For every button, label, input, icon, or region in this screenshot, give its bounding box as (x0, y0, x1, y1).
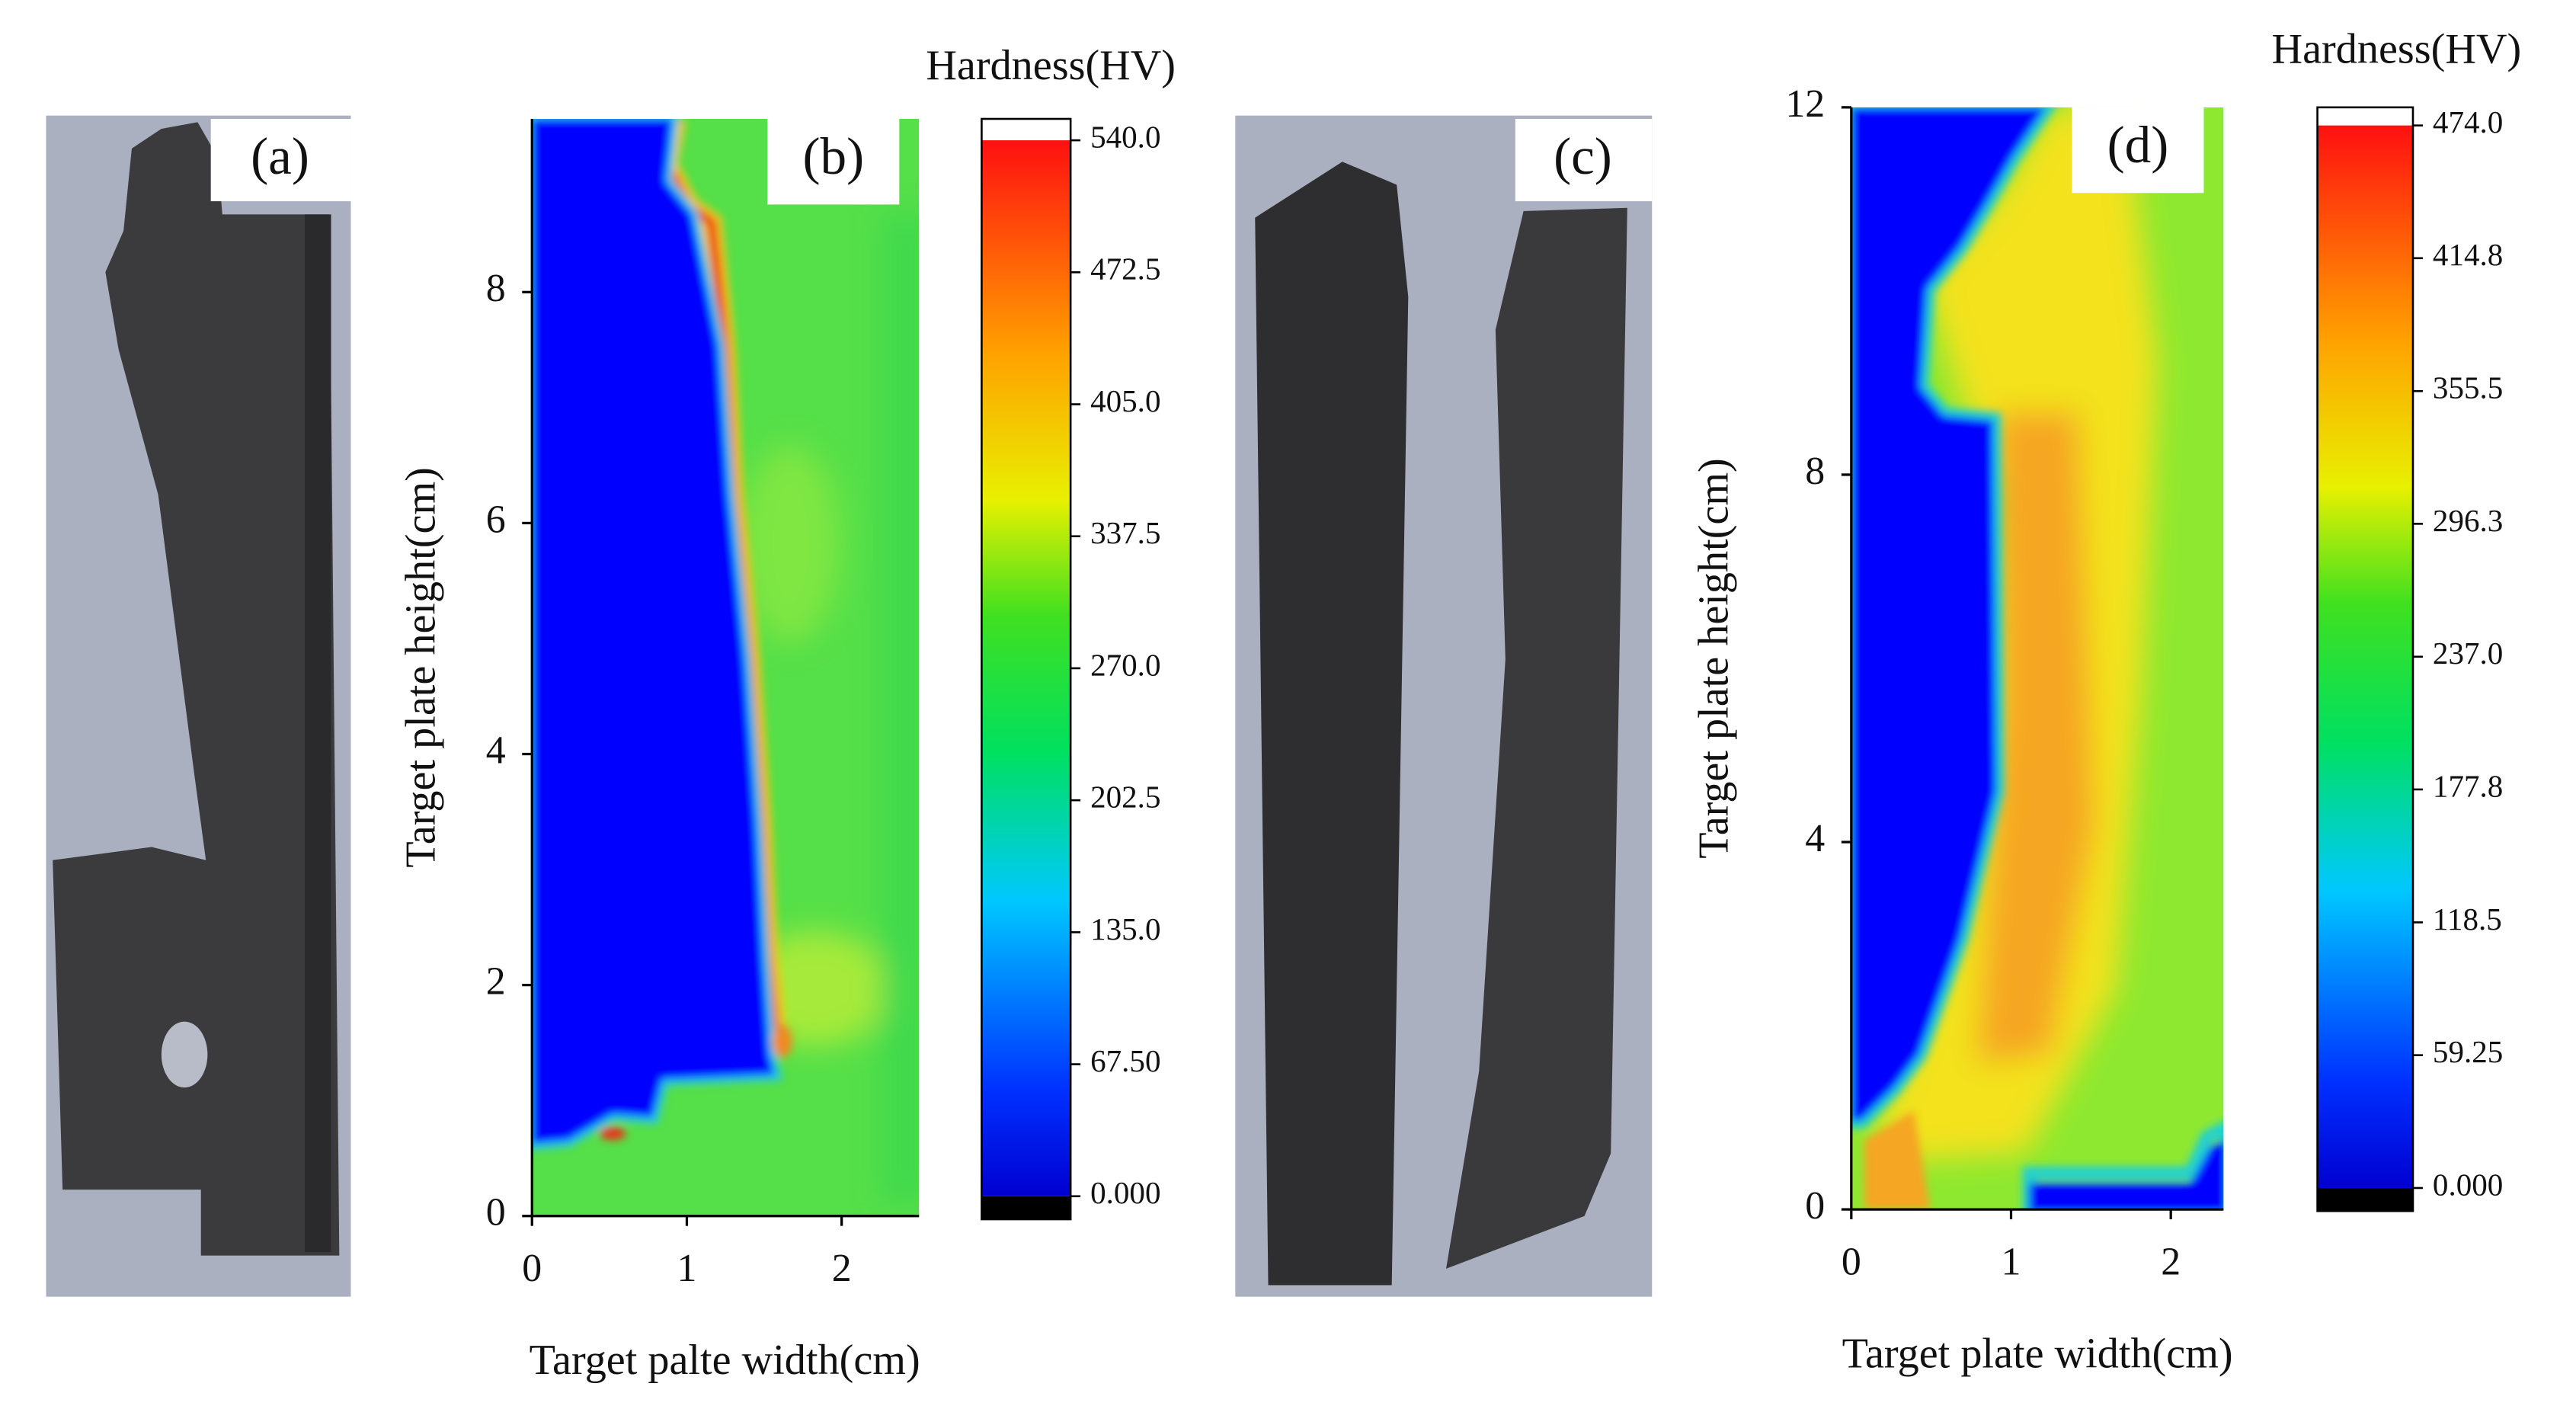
colorbar-tick-label: 472.5 (1090, 251, 1160, 287)
colorbar-tick-label: 405.0 (1090, 383, 1160, 418)
photo-label: (c) (1554, 126, 1612, 185)
contour-field (532, 118, 920, 1216)
x-tick-label: 2 (2161, 1240, 2181, 1283)
colorbar-tick-label: 118.5 (2433, 901, 2502, 937)
y-tick-label: 6 (486, 498, 506, 541)
colorbar-tick-label: 474.0 (2433, 104, 2503, 139)
colorbar (2317, 125, 2413, 1188)
photo-label: (a) (251, 126, 309, 185)
colorbar-cap (981, 118, 1071, 141)
colorbar-tick-label: 135.0 (1090, 911, 1160, 946)
panel-label-box (2072, 107, 2204, 194)
colorbar-tick-label: 237.0 (2433, 636, 2503, 671)
x-tick-label: 2 (832, 1247, 852, 1290)
x-axis-label: Target palte width(cm) (530, 1337, 920, 1384)
contour-field (1851, 107, 2224, 1210)
colorbar-frame (2316, 106, 2414, 1212)
colorbar-tick-label: 67.50 (1090, 1043, 1160, 1078)
colorbar (981, 140, 1071, 1196)
colorbar-tick-label: 414.8 (2433, 237, 2503, 272)
colorbar-tick-label: 296.3 (2433, 503, 2503, 538)
y-tick-label: 12 (1785, 82, 1825, 126)
colorbar-title: Hardness(HV) (926, 42, 1176, 89)
colorbar-tick-label: 0.000 (2433, 1167, 2503, 1202)
y-tick-label: 0 (486, 1191, 506, 1234)
y-axis-label: Target plate height(cm) (398, 467, 445, 867)
colorbar-cap (2317, 107, 2413, 126)
y-tick-label: 0 (1805, 1184, 1825, 1228)
colorbar-tick-label: 59.25 (2433, 1034, 2503, 1069)
panel-label: (d) (2107, 115, 2169, 174)
colorbar-tick-label: 202.5 (1090, 780, 1160, 815)
y-tick-label: 8 (1805, 450, 1825, 493)
panel-label-box (767, 118, 900, 205)
y-tick-label: 8 (486, 267, 506, 310)
photo-a: (a) (46, 115, 351, 1297)
x-axis-label: Target plate width(cm) (1842, 1331, 2233, 1378)
y-axis-label: Target plate height(cm) (1691, 458, 1738, 858)
colorbar-title: Hardness(HV) (2272, 25, 2522, 72)
colorbar-tick-label: 337.5 (1090, 515, 1160, 550)
colorbar-tick-label: 270.0 (1090, 647, 1160, 682)
x-tick-label: 1 (2002, 1240, 2021, 1283)
colorbar-tick-label: 540.0 (1090, 120, 1160, 155)
colorbar-tick-label: 177.8 (2433, 768, 2503, 803)
x-tick-label: 1 (677, 1247, 696, 1290)
x-tick-label: 0 (1842, 1240, 1861, 1283)
y-tick-label: 4 (486, 729, 506, 772)
colorbar-cap (2317, 1187, 2413, 1212)
colorbar-cap (981, 1196, 1071, 1220)
y-tick-label: 4 (1805, 817, 1825, 860)
x-tick-label: 0 (522, 1247, 542, 1290)
colorbar-tick-label: 355.5 (2433, 370, 2503, 405)
photo-c: (c) (1235, 115, 1653, 1297)
panel-label: (b) (803, 126, 865, 185)
y-tick-label: 2 (486, 960, 506, 1004)
colorbar-tick-label: 0.000 (1090, 1175, 1160, 1210)
